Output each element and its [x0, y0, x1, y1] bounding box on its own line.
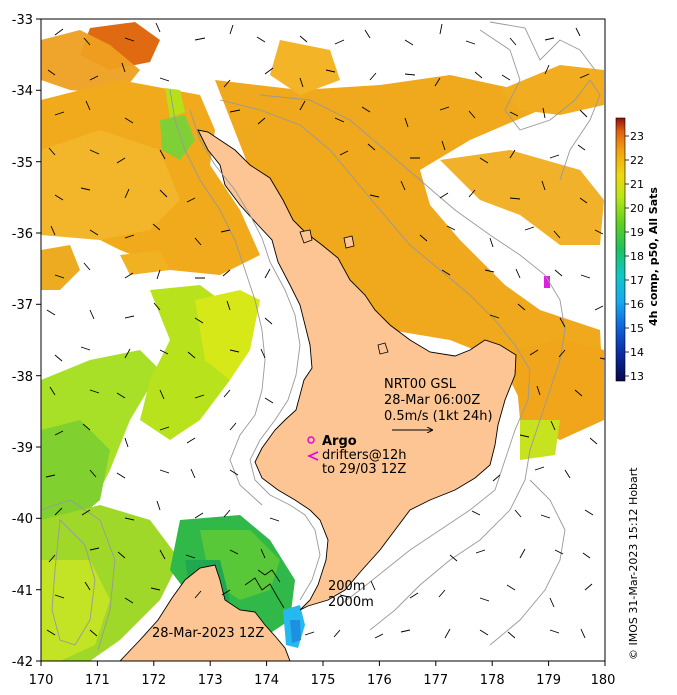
y-axis: -33 -34 -35 -36 -37 -38 -39 -40 -41 -42: [12, 13, 41, 670]
colorbar-tick: 19: [630, 226, 644, 239]
x-tick-label: 180: [591, 673, 616, 688]
north-island: [197, 129, 517, 611]
x-tick-label: 175: [311, 673, 336, 688]
y-tick-label: -33: [12, 13, 33, 28]
south-island: [119, 564, 291, 661]
drifters-label: drifters@12h: [322, 448, 407, 463]
x-tick-label: 174: [254, 673, 279, 688]
colorbar-tick: 20: [630, 202, 644, 215]
colorbar-tick: 14: [630, 346, 644, 359]
product-time-label: 28-Mar 06:00Z: [384, 393, 480, 408]
drifters-date-label: to 29/03 12Z: [322, 462, 406, 477]
y-tick-label: -42: [12, 655, 33, 670]
y-tick-label: -40: [12, 512, 33, 527]
current-vectors: [45, 22, 605, 639]
sst-layer: [41, 22, 604, 661]
credit-label: © IMOS 31-Mar-2023 15:12 Hobart: [627, 467, 640, 660]
colorbar-tick: 13: [630, 370, 644, 383]
x-tick-label: 179: [536, 673, 561, 688]
colorbar: 13 14 15 16 17 18 19 20 21 22 23 4h comp…: [615, 117, 660, 383]
colorbar-gradient: [615, 117, 626, 382]
product-label: NRT00 GSL: [384, 377, 457, 392]
y-tick-label: -37: [12, 298, 33, 313]
x-tick-label: 171: [85, 673, 110, 688]
y-tick-label: -36: [12, 227, 33, 242]
scale-label: 0.5m/s (1kt 24h): [384, 409, 493, 424]
x-tick-label: 170: [29, 673, 54, 688]
y-tick-label: -39: [12, 441, 33, 456]
depth-2000-label: 2000m: [328, 595, 374, 610]
x-tick-label: 178: [480, 673, 505, 688]
colorbar-tick: 18: [630, 250, 644, 263]
x-tick-label: 172: [141, 673, 166, 688]
sst-date-label: 28-Mar-2023 12Z: [152, 626, 264, 641]
y-tick-label: -41: [12, 584, 33, 599]
colorbar-tick: 16: [630, 298, 644, 311]
depth-200-label: 200m: [328, 579, 365, 594]
x-tick-label: 177: [423, 673, 448, 688]
x-tick-label: 176: [367, 673, 392, 688]
bathymetry-contours: [41, 21, 601, 651]
colorbar-tick: 21: [630, 178, 644, 191]
y-tick-label: -34: [12, 84, 33, 99]
colorbar-tick: 23: [630, 130, 644, 143]
y-tick-label: -38: [12, 370, 33, 385]
x-axis: 170 171 172 173 174 175 176 177 178 179 …: [29, 661, 616, 688]
colorbar-title: 4h comp, p50, All Sats: [647, 187, 660, 326]
colorbar-tick: 22: [630, 154, 644, 167]
land-layer: [119, 129, 517, 661]
argo-marker: [307, 436, 315, 444]
colorbar-tick: 17: [630, 274, 644, 287]
drifter-marker: [307, 451, 319, 461]
argo-label: Argo: [322, 434, 357, 449]
x-tick-label: 173: [198, 673, 223, 688]
y-tick-label: -35: [12, 156, 33, 171]
colorbar-tick: 15: [630, 322, 644, 335]
